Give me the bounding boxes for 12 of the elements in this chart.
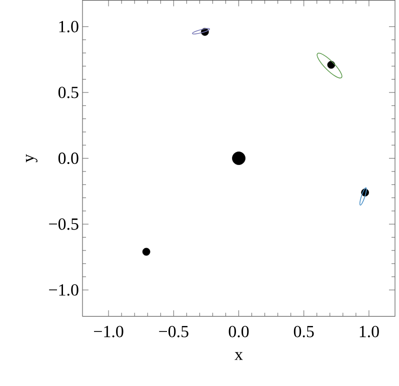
x-tick-label: 1.0: [360, 326, 379, 338]
y-tick-label: 1.0: [59, 20, 78, 32]
x-tick-label: −1.0: [94, 326, 124, 338]
x-tick-label: −0.5: [159, 326, 188, 338]
y-axis-title: y: [26, 154, 38, 162]
x-tick-label: 0.0: [228, 326, 249, 338]
y-tick-label: 0.0: [58, 152, 78, 164]
y-tick-label: −0.5: [49, 218, 78, 230]
x-axis-title: x: [234, 352, 243, 360]
y-tick-label: −1.0: [49, 284, 78, 296]
y-tick-label: 0.5: [58, 86, 78, 98]
x-tick-label: 0.5: [294, 326, 314, 338]
